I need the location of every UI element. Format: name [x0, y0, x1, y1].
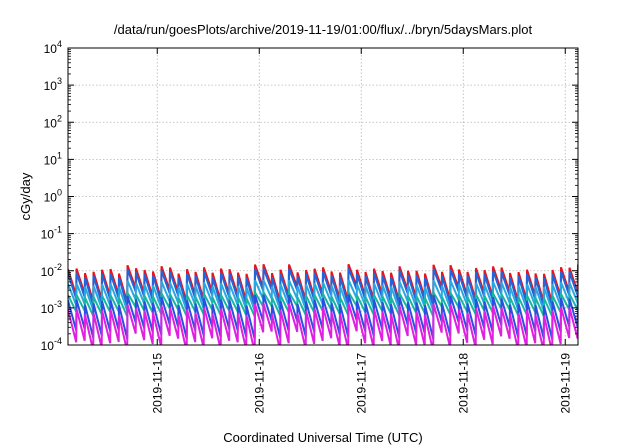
x-axis-ticks: 2019-11-15 2019-11-16 2019-11-17 2019-11-18… — [150, 48, 572, 414]
plot-frame — [67, 47, 579, 346]
x-tick-label: 2019-11-16 — [252, 353, 266, 414]
x-tick-label: 2019-11-18 — [456, 353, 470, 414]
x-axis-label: Coordinated Universal Time (UTC) — [223, 430, 422, 445]
y-axis-label: cGy/day — [18, 172, 33, 220]
y-tick-label: 101 — [44, 150, 62, 167]
x-tick-label: 2019-11-15 — [150, 353, 164, 414]
x-tick-label: 2019-11-17 — [354, 353, 368, 414]
y-tick-label: 10-3 — [41, 299, 62, 316]
y-axis-ticks: 10-4 10-3 10-2 10-1 100 101 102 103 104 — [41, 39, 578, 353]
series-line-1 — [68, 263, 578, 304]
series-line-5 — [68, 294, 578, 340]
y-tick-label: 10-1 — [41, 225, 62, 242]
y-tick-label: 10-4 — [41, 336, 62, 353]
y-tick-label: 103 — [44, 76, 62, 93]
y-tick-label: 10-2 — [41, 262, 62, 279]
chart-title: /data/run/goesPlots/archive/2019-11-19/0… — [114, 22, 533, 37]
y-tick-label: 100 — [44, 188, 62, 205]
series-group — [68, 263, 578, 345]
series-line-6 — [68, 303, 578, 345]
series-line-2 — [68, 267, 578, 307]
x-tick-label: 2019-11-19 — [558, 353, 572, 414]
series-line-4 — [68, 288, 578, 317]
series-line-3 — [68, 279, 578, 312]
y-tick-label: 102 — [44, 113, 62, 130]
y-tick-label: 104 — [44, 39, 62, 56]
